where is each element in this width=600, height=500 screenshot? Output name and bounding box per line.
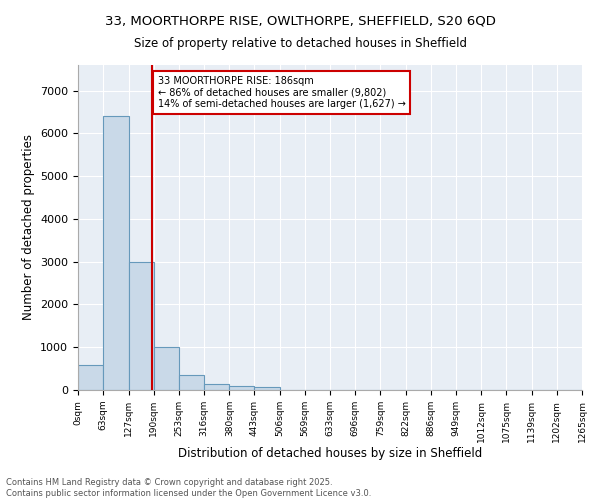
Bar (103, 116, 128, 390)
Bar (254, 387, 280, 390)
Bar (204, 384, 229, 390)
Text: Contains HM Land Registry data © Crown copyright and database right 2025.
Contai: Contains HM Land Registry data © Crown c… (6, 478, 371, 498)
X-axis label: Distribution of detached houses by size in Sheffield: Distribution of detached houses by size … (178, 448, 482, 460)
Text: 33 MOORTHORPE RISE: 186sqm
← 86% of detached houses are smaller (9,802)
14% of s: 33 MOORTHORPE RISE: 186sqm ← 86% of deta… (158, 76, 406, 109)
Bar (78, 365, 103, 390)
Bar (179, 375, 204, 390)
Bar (229, 386, 254, 390)
Text: Size of property relative to detached houses in Sheffield: Size of property relative to detached ho… (133, 38, 467, 51)
Bar (154, 347, 179, 390)
Bar (128, 262, 154, 390)
Y-axis label: Number of detached properties: Number of detached properties (22, 134, 35, 320)
Text: 33, MOORTHORPE RISE, OWLTHORPE, SHEFFIELD, S20 6QD: 33, MOORTHORPE RISE, OWLTHORPE, SHEFFIEL… (104, 15, 496, 28)
